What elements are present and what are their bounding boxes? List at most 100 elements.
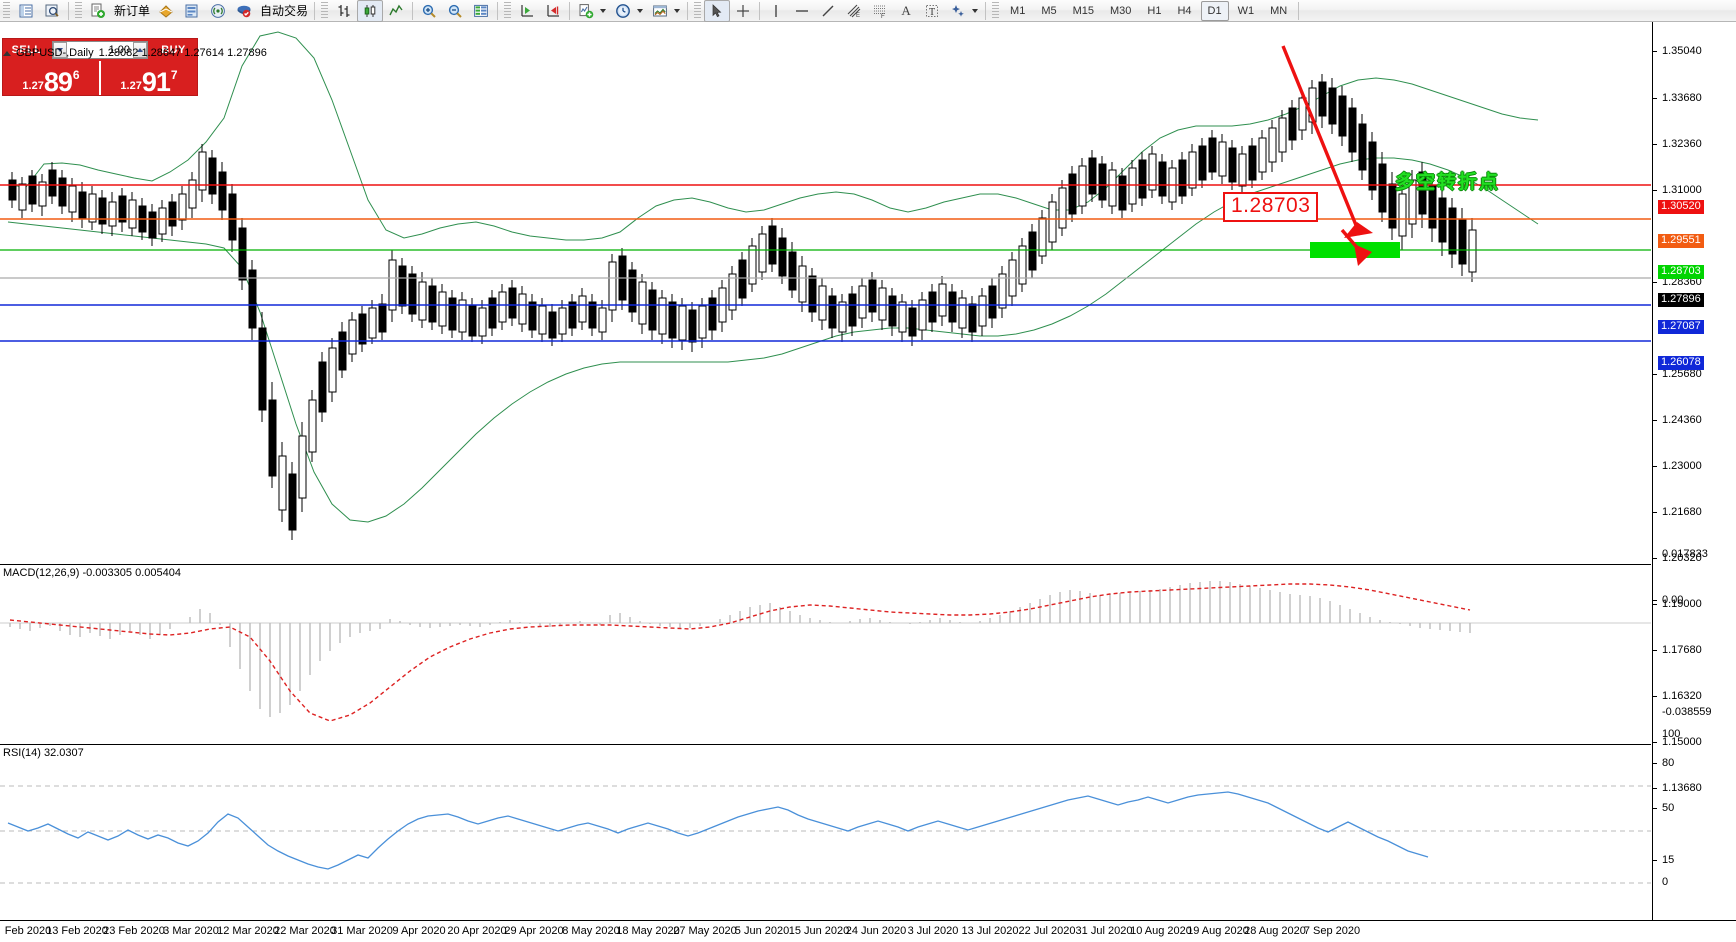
price-tick: 1.33680 — [1662, 92, 1702, 104]
candle — [1158, 154, 1167, 204]
timeframe-m5[interactable]: M5 — [1041, 4, 1057, 17]
time-label: 7 Sep 2020 — [1303, 925, 1361, 937]
toolbar-grip-4[interactable] — [504, 2, 512, 19]
timeframe-m1[interactable]: M1 — [1010, 4, 1026, 17]
candle — [118, 188, 127, 232]
volume-stepper[interactable]: 1.00 — [52, 41, 148, 59]
candle — [498, 284, 507, 330]
bar-chart-icon[interactable] — [331, 0, 357, 22]
timeframe-h1[interactable]: H1 — [1147, 4, 1162, 17]
toolbar-separator — [68, 1, 69, 20]
chevron-down-icon[interactable] — [600, 8, 607, 13]
candle — [78, 182, 87, 228]
timeframe-m15[interactable]: M15 — [1072, 4, 1094, 17]
candle — [298, 422, 307, 512]
sell-button[interactable]: SELL — [11, 44, 42, 56]
crosshair-icon[interactable] — [730, 0, 756, 22]
chart-area[interactable]: GBPUSD-,Daily 1.28082 1.28647 1.27614 1.… — [0, 22, 1736, 942]
volume-input[interactable]: 1.00 — [108, 44, 130, 56]
time-label: 12 Mar 2020 — [217, 925, 279, 937]
zoom-out-icon[interactable] — [442, 0, 468, 22]
price-tick: 1.16320 — [1662, 690, 1702, 702]
candlestick-series — [8, 74, 1477, 540]
macd-pane[interactable]: MACD(12,26,9) -0.003305 0.005404 — [0, 564, 1736, 744]
one-click-prices: 1.27 89 6 1.27 91 7 — [3, 61, 197, 95]
timeframe-w1[interactable]: W1 — [1237, 4, 1255, 17]
templates-icon[interactable] — [647, 0, 673, 22]
fibonacci-retracement-icon[interactable]: F — [867, 0, 893, 22]
price-axis[interactable]: 1.35040 1.33680 1.32360 1.31000 1.28360 … — [1652, 22, 1736, 920]
candle — [1288, 100, 1297, 150]
auto-trading-label[interactable]: 自动交易 — [260, 4, 309, 18]
time-label: 5 Jun 2020 — [734, 925, 790, 937]
equidistant-channel-icon[interactable]: E — [841, 0, 867, 22]
toolbar-separator-2 — [314, 1, 316, 20]
candle — [798, 256, 807, 312]
expert-advisors-icon[interactable] — [153, 0, 179, 22]
time-label: 15 Jun 2020 — [788, 925, 850, 937]
time-label: 20 Apr 2020 — [447, 925, 507, 937]
vertical-line-icon[interactable] — [763, 0, 789, 22]
chart-shift-end-icon[interactable] — [540, 0, 566, 22]
candle — [698, 298, 707, 348]
chevron-down-icon-3[interactable] — [674, 8, 681, 13]
candle — [218, 162, 227, 220]
volume-decrement-button[interactable] — [53, 42, 67, 58]
text-icon[interactable]: A — [901, 2, 911, 18]
strategy-tester-icon[interactable] — [179, 0, 205, 22]
objects-icon[interactable] — [945, 0, 971, 22]
timeframe-d1[interactable]: D1 — [1200, 0, 1229, 21]
toolbar-grip-3[interactable] — [321, 2, 329, 19]
toolbar-grip-2[interactable] — [75, 2, 82, 19]
line-chart-icon[interactable] — [383, 0, 409, 22]
price-pane[interactable]: GBPUSD-,Daily 1.28082 1.28647 1.27614 1.… — [0, 22, 1736, 564]
candle — [1058, 180, 1067, 236]
chevron-down-icon-2[interactable] — [637, 8, 644, 13]
terminal-icon[interactable] — [13, 0, 39, 22]
time-label: 3 Mar 2020 — [163, 925, 219, 937]
timeframe-h4[interactable]: H4 — [1177, 4, 1192, 17]
candle — [1008, 252, 1017, 306]
time-label: 19 Aug 2020 — [1187, 925, 1249, 937]
candle — [758, 226, 767, 280]
timeframe-mn[interactable]: MN — [1270, 4, 1288, 17]
one-click-trading-panel[interactable]: SELL 1.00 BUY 1.27 89 6 1.27 91 7 — [2, 38, 198, 96]
buy-price[interactable]: 1.27 91 7 — [99, 61, 197, 95]
volume-increment-button[interactable] — [133, 42, 147, 58]
market-icon[interactable] — [231, 0, 257, 22]
new-order-label[interactable]: 新订单 — [114, 4, 151, 18]
toolbar-grip[interactable] — [3, 2, 10, 19]
data-window-icon[interactable] — [39, 0, 65, 22]
price-callout-box: 1.28703 — [1223, 192, 1319, 222]
buy-button[interactable]: BUY — [161, 44, 186, 56]
indicators-icon[interactable] — [573, 0, 599, 22]
candle — [1148, 146, 1157, 198]
candle — [198, 144, 207, 202]
toolbar-grip-5[interactable] — [694, 2, 702, 19]
new-order-icon[interactable] — [85, 0, 111, 22]
horizontal-line-icon[interactable] — [789, 0, 815, 22]
price-tick: 1.17680 — [1662, 644, 1702, 656]
toolbar-grip-6[interactable] — [992, 2, 1000, 19]
macd-signal-line — [9, 583, 1471, 722]
cursor-icon[interactable] — [704, 0, 731, 22]
sell-price-sup: 6 — [72, 68, 80, 82]
collapse-icon[interactable] — [3, 50, 11, 56]
chevron-down-icon-4[interactable] — [972, 8, 979, 13]
periods-icon[interactable] — [610, 0, 636, 22]
sell-price[interactable]: 1.27 89 6 — [3, 61, 99, 95]
auto-scroll-icon[interactable] — [514, 0, 540, 22]
rsi-pane[interactable]: RSI(14) 32.0307 — [0, 744, 1736, 920]
candle — [988, 278, 997, 328]
candlestick-chart-icon[interactable] — [357, 0, 384, 22]
signals-icon[interactable] — [205, 0, 231, 22]
candle — [838, 294, 847, 342]
candle — [828, 288, 837, 338]
timeframe-m30[interactable]: M30 — [1110, 4, 1132, 17]
zoom-in-icon[interactable] — [416, 0, 442, 22]
candle — [938, 276, 947, 326]
trendline-icon[interactable] — [815, 0, 841, 22]
text-label-icon[interactable]: T — [919, 0, 945, 22]
candle — [578, 288, 587, 330]
chart-shift-icon[interactable] — [468, 0, 494, 22]
